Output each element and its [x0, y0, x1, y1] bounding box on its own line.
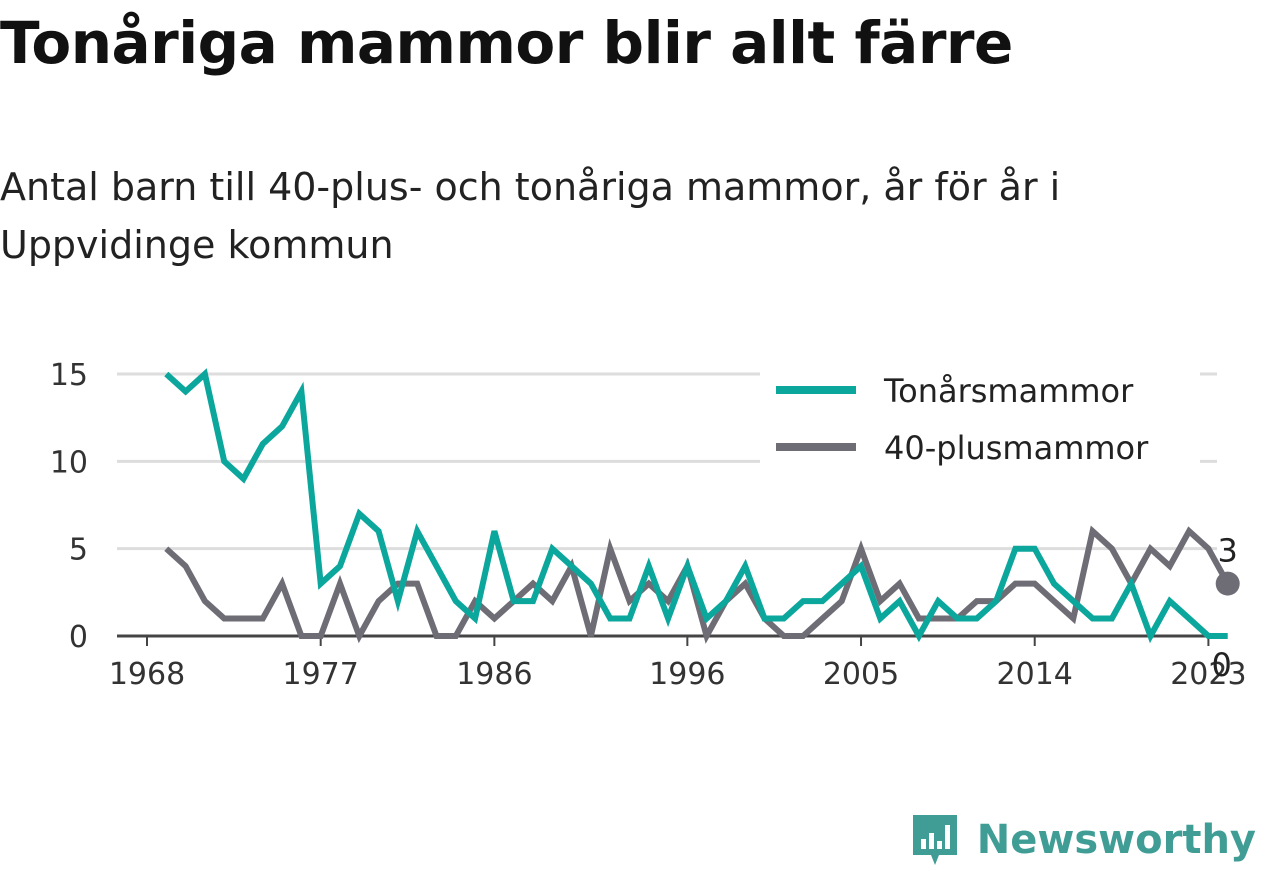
line-chart: 0 5 10 15 1968 1977 1986 1996 2005 2014 2023 Tonå… — [50, 358, 1247, 692]
x-tick-label: 2005 — [823, 657, 899, 692]
chart-subtitle: Antal barn till 40-plus- och tonåriga ma… — [0, 165, 1061, 267]
x-axis: 1968 1977 1986 1996 2005 2014 2023 — [109, 634, 1247, 692]
end-label: 3 — [1218, 532, 1238, 570]
end-labels: 30 — [1212, 532, 1238, 684]
x-tick-label: 1986 — [456, 657, 532, 692]
legend-label: Tonårsmammor — [883, 372, 1134, 410]
x-tick-label: 2014 — [997, 657, 1073, 692]
y-tick-label: 15 — [50, 358, 88, 393]
x-tick-label: 1977 — [283, 657, 359, 692]
series-end-marker — [1215, 571, 1240, 596]
x-tick-label: 1968 — [109, 657, 185, 692]
legend-label: 40-plusmammor — [884, 429, 1149, 467]
y-tick-label: 5 — [69, 533, 88, 568]
x-tick-label: 1996 — [649, 657, 725, 692]
series-line-40-plusmammor — [164, 525, 1231, 644]
brand-logo: Newsworthy — [909, 811, 1256, 869]
y-axis-ticks: 0 5 10 15 — [50, 358, 88, 655]
series-lines — [164, 368, 1240, 644]
chart-title: Tonåriga mammor blir allt färre — [0, 9, 1013, 77]
x-tick-label: 2023 — [1170, 657, 1246, 692]
end-label: 0 — [1212, 646, 1232, 684]
y-tick-label: 0 — [69, 620, 88, 655]
y-tick-label: 10 — [50, 445, 88, 480]
series-line-tonarsmammor — [164, 368, 1228, 644]
brand-name: Newsworthy — [976, 817, 1256, 863]
legend: Tonårsmammor 40-plusmammor — [760, 366, 1200, 467]
newsworthy-logo-icon — [912, 815, 957, 865]
